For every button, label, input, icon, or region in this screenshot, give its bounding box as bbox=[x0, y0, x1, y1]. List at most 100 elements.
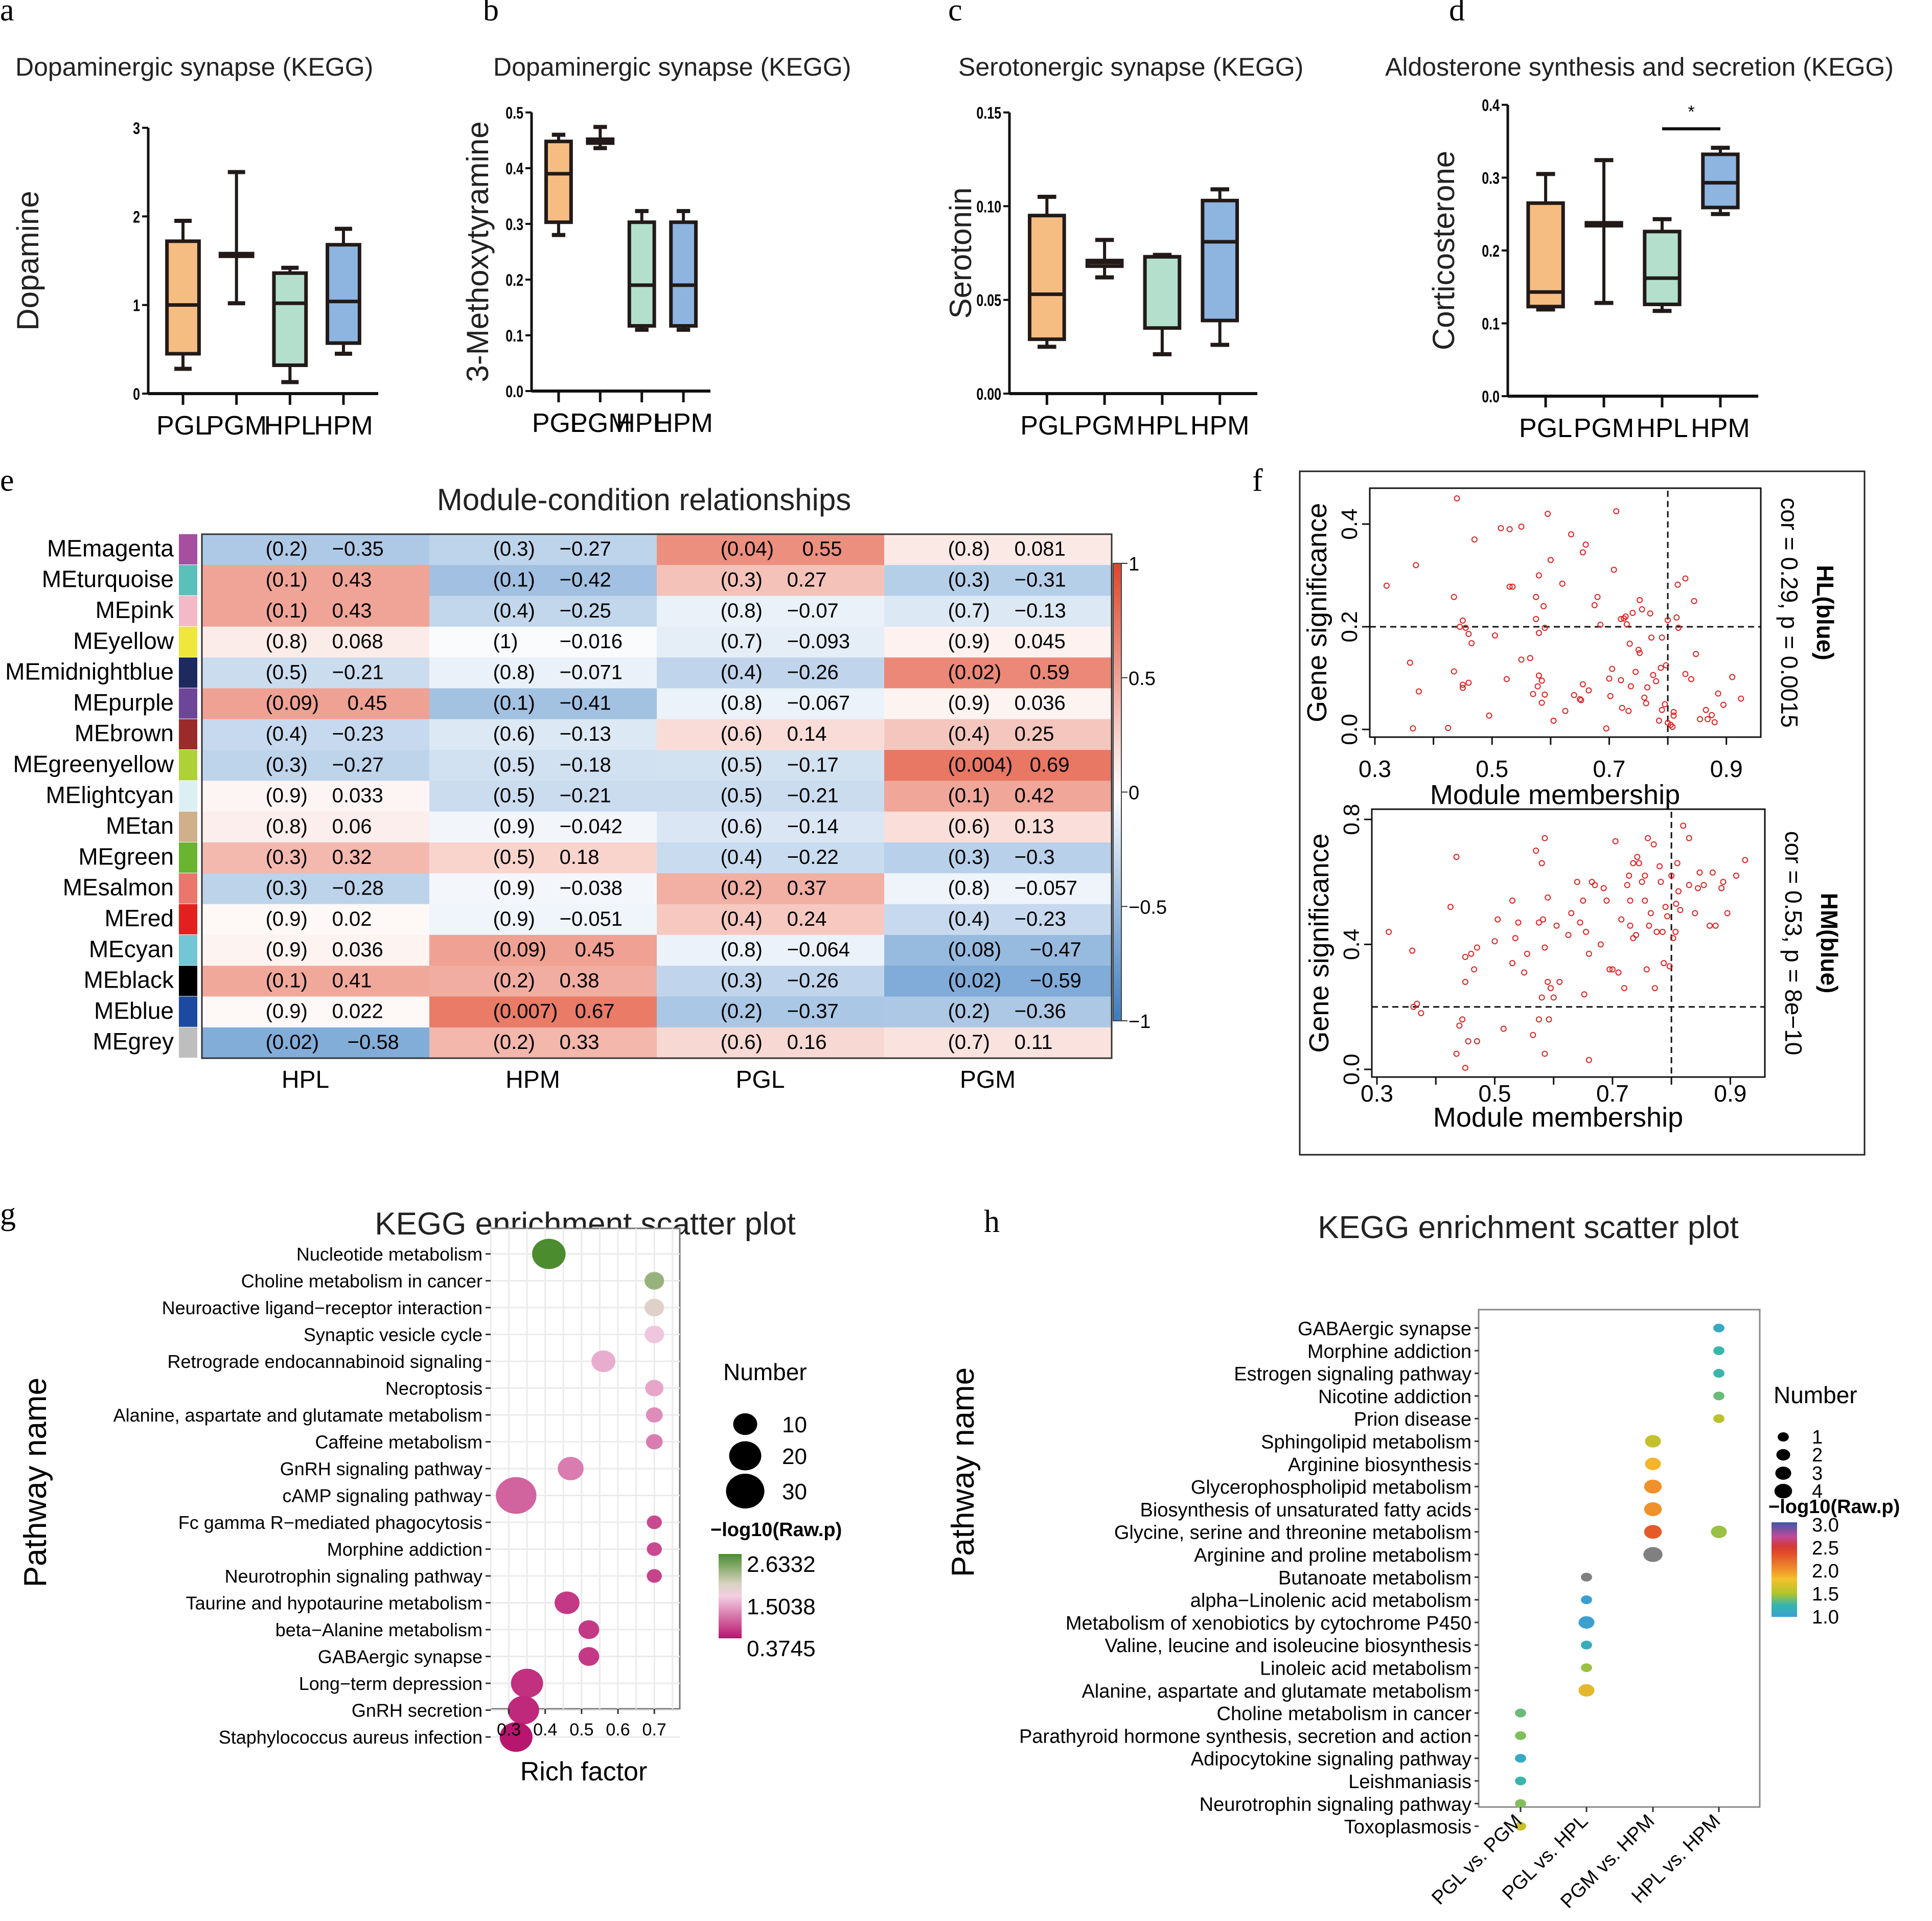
cell-correlation: −0.59 bbox=[1030, 969, 1082, 992]
data-point bbox=[1579, 549, 1586, 556]
bubble bbox=[558, 1457, 584, 1480]
scatter-f1: 0.3 0.5 0.7 0.9 0.0 0.2 0.4 Module membership Ge… bbox=[1302, 487, 1838, 810]
pathway-label: GABAergic synapse bbox=[1298, 1318, 1471, 1340]
heatmap-cell bbox=[657, 996, 885, 1028]
boxplot-b: Dopaminergic synapse (KEGG) 3-Methoxytyra… bbox=[461, 53, 851, 438]
bubble bbox=[1713, 1346, 1724, 1355]
data-point bbox=[1582, 541, 1589, 548]
data-point bbox=[1580, 897, 1586, 904]
bubble bbox=[508, 1696, 539, 1725]
data-point bbox=[1720, 879, 1727, 885]
heatmap-cell bbox=[884, 996, 1112, 1028]
data-point bbox=[1709, 869, 1716, 876]
pathway-label: Neurotrophin signaling pathway bbox=[225, 1566, 482, 1587]
data-point bbox=[1686, 882, 1692, 888]
data-point bbox=[1577, 696, 1583, 702]
module-color-swatch bbox=[179, 596, 197, 626]
size-legend-title: Number bbox=[1774, 1382, 1857, 1408]
colorbar bbox=[1113, 563, 1122, 1021]
data-point bbox=[1574, 879, 1580, 885]
data-point bbox=[1658, 665, 1664, 671]
heatmap-row: MEred (0.9) 0.02 (0.9) −0.051 (0.4) 0.24 (0.4) −… bbox=[105, 904, 1112, 935]
cell-pvalue: (0.1) bbox=[948, 785, 990, 807]
data-point bbox=[1462, 953, 1468, 960]
data-point bbox=[1535, 630, 1542, 636]
data-point bbox=[1611, 566, 1617, 573]
data-point bbox=[1407, 659, 1413, 666]
y-tick-label: 0.0 bbox=[1339, 1054, 1364, 1085]
size-legend-title: Number bbox=[723, 1359, 807, 1385]
data-point bbox=[1703, 706, 1709, 713]
data-point bbox=[1674, 860, 1681, 866]
data-point bbox=[1454, 495, 1460, 501]
data-point bbox=[1695, 885, 1701, 891]
data-point bbox=[1603, 897, 1610, 904]
plots-layer: Dopaminergic synapse (KEGG)Dopamine0123P… bbox=[5, 53, 1900, 1913]
heatmap-cell bbox=[202, 719, 430, 750]
cell-pvalue: (0.8) bbox=[266, 815, 308, 838]
bubble bbox=[1644, 1525, 1662, 1539]
data-point bbox=[1491, 938, 1498, 945]
data-point bbox=[1471, 966, 1478, 973]
chart-title: Dopaminergic synapse (KEGG) bbox=[15, 53, 373, 81]
cell-correlation: 0.55 bbox=[802, 538, 842, 560]
pathway-label: beta−Alanine metabolism bbox=[275, 1619, 482, 1640]
color-legend-label: 1.0 bbox=[1812, 1607, 1839, 1628]
cell-correlation: −0.35 bbox=[332, 538, 384, 560]
data-point bbox=[1471, 536, 1478, 543]
data-point bbox=[1445, 724, 1452, 731]
data-point bbox=[1518, 656, 1525, 663]
cell-pvalue: (0.9) bbox=[266, 1000, 308, 1023]
data-point bbox=[1447, 904, 1454, 910]
y-tick-label: 0.2 bbox=[505, 271, 523, 290]
data-point bbox=[1609, 966, 1616, 973]
cell-pvalue: (0.8) bbox=[721, 692, 763, 715]
data-point bbox=[1491, 632, 1498, 639]
x-tick-label: 0.7 bbox=[1593, 756, 1625, 782]
heatmap-row: MEblack (0.1) 0.41 (0.2) 0.38 (0.3) −0.26 (0.02… bbox=[84, 966, 1112, 997]
y-tick-label: 0.0 bbox=[1337, 714, 1362, 745]
cell-correlation: 0.036 bbox=[1015, 692, 1066, 715]
data-point bbox=[1637, 597, 1643, 603]
size-legend-label: 2 bbox=[1812, 1445, 1823, 1466]
data-point bbox=[1664, 913, 1671, 920]
pathway-label: Linoleic acid metabolism bbox=[1260, 1658, 1471, 1680]
module-color-swatch bbox=[179, 688, 197, 719]
cell-correlation: −0.3 bbox=[1015, 846, 1055, 868]
data-point bbox=[1634, 854, 1641, 860]
data-point bbox=[1707, 922, 1713, 929]
data-point bbox=[1637, 650, 1643, 656]
heatmap-cell bbox=[884, 966, 1112, 997]
data-point bbox=[1636, 860, 1642, 866]
data-point bbox=[1591, 602, 1598, 608]
heatmap-row: MEyellow (0.8) 0.068 (1) −0.016 (0.7) −0.093 (0… bbox=[73, 626, 1112, 658]
y-axis-label: Corticosterone bbox=[1427, 151, 1461, 350]
color-legend-bar bbox=[719, 1554, 742, 1638]
box-iqr bbox=[1701, 152, 1740, 210]
box-PGL bbox=[544, 132, 573, 237]
data-point bbox=[1410, 725, 1416, 731]
chart-title: Module-condition relationships bbox=[437, 483, 851, 517]
chart-title: KEGG enrichment scatter plot bbox=[1318, 1210, 1739, 1245]
pathway-label: Neuroactive ligand−receptor interaction bbox=[162, 1297, 482, 1318]
data-point bbox=[1680, 822, 1687, 829]
module-color-swatch bbox=[179, 934, 197, 966]
data-point bbox=[1462, 978, 1468, 985]
box-HPL bbox=[1143, 253, 1182, 356]
heatmap-cell bbox=[884, 657, 1112, 689]
data-point bbox=[1673, 614, 1680, 621]
cell-correlation: 0.37 bbox=[787, 877, 827, 900]
data-point bbox=[1562, 707, 1569, 714]
bubble bbox=[1644, 1502, 1662, 1516]
y-tick-label: 0.0 bbox=[505, 383, 523, 401]
cell-pvalue: (0.02) bbox=[948, 661, 1002, 683]
data-point bbox=[1547, 557, 1554, 563]
cell-pvalue: (0.2) bbox=[948, 1000, 990, 1023]
panel-letter-f: f bbox=[1252, 463, 1263, 498]
box-HPL bbox=[272, 265, 308, 384]
bubble bbox=[1711, 1525, 1727, 1538]
row-label: MEgreenyellow bbox=[13, 751, 174, 777]
data-point bbox=[1645, 835, 1651, 841]
heatmap-cell bbox=[202, 996, 430, 1028]
data-point bbox=[1647, 610, 1653, 616]
